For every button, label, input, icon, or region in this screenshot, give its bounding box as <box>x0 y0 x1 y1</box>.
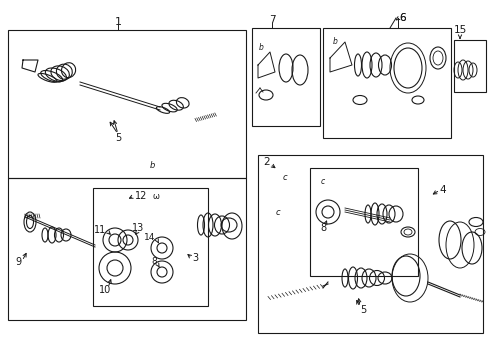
Bar <box>258 155 482 333</box>
Text: 8: 8 <box>151 257 157 266</box>
Text: 15: 15 <box>452 25 466 35</box>
Text: 13: 13 <box>132 223 144 233</box>
Text: 8: 8 <box>319 223 325 233</box>
Text: 2: 2 <box>263 157 269 167</box>
Text: c: c <box>275 208 280 217</box>
Bar <box>8 30 245 178</box>
Polygon shape <box>329 42 351 72</box>
Text: 14: 14 <box>143 234 155 243</box>
Polygon shape <box>258 52 274 78</box>
Text: 3: 3 <box>192 253 198 263</box>
Text: ω: ω <box>152 193 159 202</box>
Bar <box>453 40 485 92</box>
Text: b: b <box>149 162 154 171</box>
Text: c: c <box>282 174 287 183</box>
Text: 10: 10 <box>99 285 111 295</box>
Bar <box>251 28 319 126</box>
Text: b: b <box>258 44 263 53</box>
Text: 5: 5 <box>359 305 366 315</box>
Polygon shape <box>22 60 38 72</box>
Bar <box>309 168 417 276</box>
Text: 5: 5 <box>115 133 121 143</box>
Bar <box>93 188 207 306</box>
Text: 6: 6 <box>399 13 406 23</box>
Text: 1: 1 <box>114 17 121 27</box>
Text: c: c <box>320 177 325 186</box>
Bar <box>323 28 450 138</box>
Text: 7: 7 <box>268 15 275 25</box>
Text: 12: 12 <box>135 191 147 201</box>
Text: 9: 9 <box>15 257 21 267</box>
Text: 11: 11 <box>94 225 106 235</box>
Text: b: b <box>332 37 337 46</box>
Text: 4: 4 <box>439 185 446 195</box>
Bar <box>8 178 245 320</box>
Text: 6: 6 <box>399 13 406 23</box>
